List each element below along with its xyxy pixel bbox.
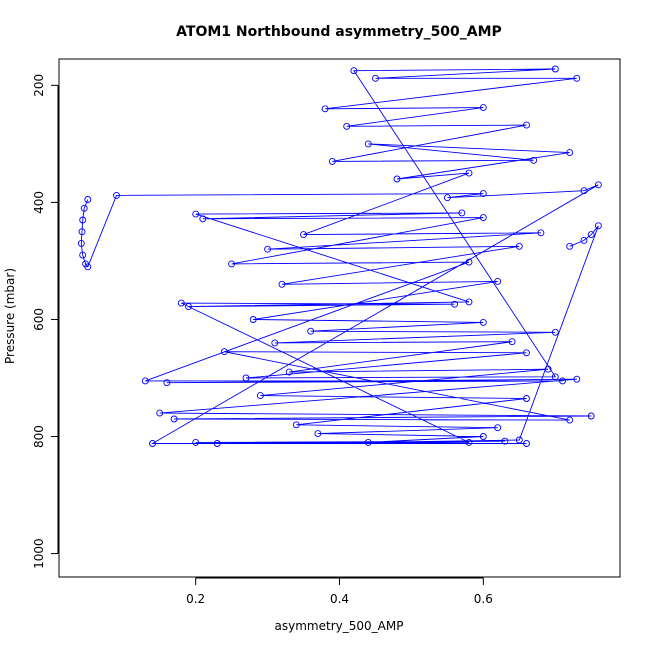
data-point [113,191,120,199]
data-point [479,318,487,326]
data-point [141,377,149,385]
data-point [228,260,236,268]
data-point [551,65,559,73]
data-point [559,377,566,385]
data-point [479,214,487,222]
data-point [249,316,257,323]
data-point [256,392,264,400]
data-point [587,412,595,420]
data-point [213,440,221,447]
x-tick-label: 0.6 [474,592,493,606]
data-point [523,395,530,402]
data-point [523,121,530,129]
data-point [393,175,401,183]
y-tick-label: 800 [32,425,46,448]
data-point [479,104,487,112]
y-axis-label: Pressure (mbar) [3,268,17,364]
data-point [523,440,530,447]
data-point [78,228,86,236]
data-point [77,239,85,247]
data-point [80,204,88,212]
data-point [551,328,559,336]
y-tick-label: 1000 [32,538,46,569]
plot-border [58,58,621,578]
y-tick-label: 200 [32,74,46,97]
data-point [84,196,92,203]
y-tick-label: 600 [32,308,46,331]
data-point [451,300,459,308]
data-point [566,149,574,157]
chart-title: ATOM1 Northbound asymmetry_500_AMP [176,24,502,40]
data-point [573,74,581,82]
data-point [149,440,156,447]
data-point [300,231,307,239]
data-point [264,245,272,253]
data-point [242,374,250,382]
data-point [443,194,451,202]
data-point [79,251,87,259]
data-point [364,140,372,148]
x-axis: 0.2 0.4 0.6 [186,577,493,606]
data-point [501,437,509,445]
x-tick-label: 0.4 [330,592,349,606]
data-point [566,242,574,250]
data-point [494,277,502,285]
data-point [594,222,602,230]
data-point [465,258,473,266]
data-point [156,409,164,417]
data-point [508,338,516,346]
data-point [192,438,200,446]
data-point [314,430,322,438]
data-point [84,263,92,271]
data-point [494,424,502,432]
data-point [551,373,559,381]
data-point [587,231,595,239]
data-point [185,303,192,311]
data-point [192,210,200,218]
data-point [350,67,358,75]
data-point [328,157,336,165]
data-point [537,229,545,237]
data-point [465,298,473,306]
data-point [479,190,487,198]
series-line [80,68,599,444]
data-point [343,122,351,130]
data-point [220,348,228,356]
data-point [307,327,315,335]
data-point [515,242,523,250]
series-layer [77,65,602,447]
data-point [566,416,574,424]
data-point [271,339,279,347]
data-point [199,215,207,223]
data-point [321,105,329,113]
data-point [515,436,523,444]
data-point [580,187,588,195]
data-point [170,415,178,423]
data-point [285,368,293,376]
data-point [458,209,466,217]
data-point [177,299,185,307]
data-point [278,280,286,288]
data-point [364,438,372,446]
data-point [465,438,473,446]
data-point [163,379,171,387]
data-point [530,156,538,164]
data-point [465,169,473,177]
data-point [523,349,530,357]
data-point [372,74,379,82]
y-axis: 200 400 600 800 1000 [32,74,59,569]
x-axis-label: asymmetry_500_AMP [275,619,404,633]
data-point [544,365,552,373]
y-tick-label: 400 [32,191,46,214]
data-point [292,421,300,429]
data-point [479,433,487,440]
data-point [594,181,602,189]
data-point [573,375,581,383]
data-point [79,216,87,224]
data-point [580,236,588,244]
x-tick-label: 0.2 [186,592,205,606]
